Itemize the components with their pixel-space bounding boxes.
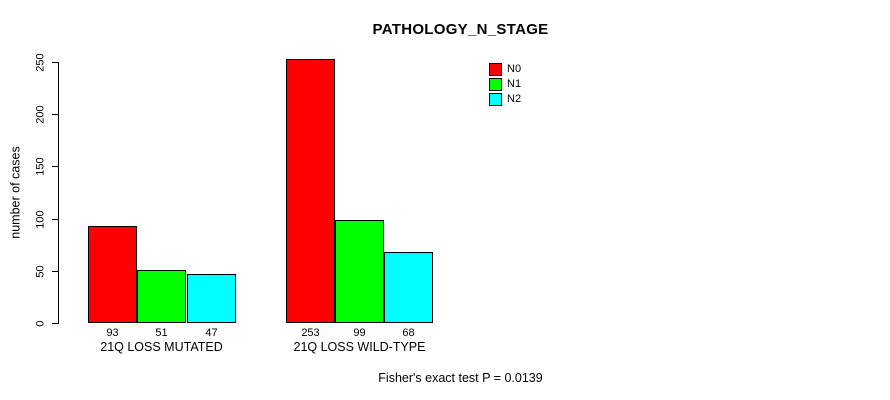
bar-n1-group2 xyxy=(335,220,384,323)
chart-title: PATHOLOGY_N_STAGE xyxy=(372,21,549,38)
fisher-test-annotation: Fisher's exact test P = 0.0139 xyxy=(378,371,543,385)
legend-swatch-n2 xyxy=(489,93,502,106)
bar-value-label: 51 xyxy=(155,327,168,339)
bar-value-label: 253 xyxy=(301,327,320,339)
legend-label: N1 xyxy=(507,78,522,90)
legend-swatch-n0 xyxy=(489,63,502,76)
legend-item: N0 xyxy=(489,63,521,76)
bar-value-label: 47 xyxy=(205,327,218,339)
bar-n2-group1 xyxy=(187,274,236,323)
y-tick-mark xyxy=(52,271,59,272)
legend-label: N0 xyxy=(507,63,522,75)
bar-n0-group2 xyxy=(286,59,335,323)
legend-item: N1 xyxy=(489,78,521,91)
y-tick-mark xyxy=(52,62,59,63)
bar-value-label: 68 xyxy=(402,327,415,339)
y-tick-label: 50 xyxy=(34,264,47,278)
legend-swatch-n1 xyxy=(489,78,502,91)
legend-item: N2 xyxy=(489,93,521,106)
bar-n1-group1 xyxy=(137,270,186,323)
y-tick-mark xyxy=(52,166,59,167)
y-tick-label: 150 xyxy=(34,156,47,176)
y-tick-mark xyxy=(52,219,59,220)
y-tick-label: 0 xyxy=(34,319,47,327)
x-category-label: 21Q LOSS MUTATED xyxy=(100,340,223,354)
legend-label: N2 xyxy=(507,93,522,105)
x-category-label: 21Q LOSS WILD-TYPE xyxy=(293,340,426,354)
y-tick-label: 100 xyxy=(34,209,47,229)
y-tick-label: 250 xyxy=(34,52,47,72)
bar-value-label: 99 xyxy=(353,327,366,339)
bar-n0-group1 xyxy=(88,226,137,323)
y-tick-mark xyxy=(52,323,59,324)
y-tick-label: 200 xyxy=(34,104,47,124)
y-tick-mark xyxy=(52,114,59,115)
bar-n2-group2 xyxy=(384,252,433,323)
y-axis-line xyxy=(58,62,59,324)
bar-value-label: 93 xyxy=(106,327,119,339)
